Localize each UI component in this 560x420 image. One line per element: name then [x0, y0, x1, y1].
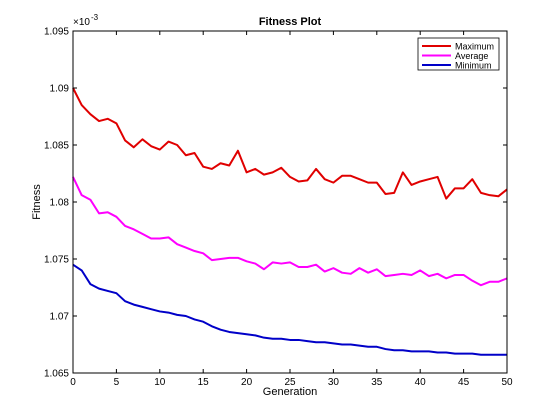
x-axis-label: Generation: [263, 386, 317, 398]
x-tick-label: 25: [284, 377, 296, 388]
y-tick-label: 1.095: [44, 27, 69, 38]
y-tick-label: 1.075: [44, 255, 69, 266]
x-tick-label: 0: [70, 377, 76, 388]
x-tick-label: 5: [114, 377, 120, 388]
legend-label-maximum: Maximum: [455, 42, 494, 52]
y-tick-label: 1.085: [44, 141, 69, 152]
x-tick-label: 35: [371, 377, 383, 388]
y-axis-multiplier: ×10 -3: [73, 13, 99, 28]
x-tick-label: 10: [154, 377, 166, 388]
y-tick-label: 1.07: [50, 312, 70, 323]
series-line-average: [72, 176, 508, 287]
legend-label-average: Average: [455, 51, 488, 61]
x-tick-label: 50: [501, 377, 513, 388]
chart-title: Fitness Plot: [259, 16, 322, 28]
y-multiplier-exponent: -3: [91, 13, 99, 22]
y-multiplier-base: ×10: [73, 17, 90, 28]
x-tick-label: 20: [241, 377, 253, 388]
y-axis-label: Fitness: [31, 184, 43, 220]
x-tick-label: 30: [328, 377, 340, 388]
y-tick-label: 1.08: [50, 198, 70, 209]
legend-label-minimum: Minimum: [455, 61, 492, 71]
y-tick-label: 1.09: [50, 84, 70, 95]
series-line-maximum: [72, 87, 508, 200]
x-tick-label: 45: [458, 377, 470, 388]
x-tick-label: 40: [415, 377, 427, 388]
y-tick-label: 1.065: [44, 369, 69, 380]
series-line-minimum: [72, 263, 507, 356]
x-tick-label: 15: [198, 377, 210, 388]
